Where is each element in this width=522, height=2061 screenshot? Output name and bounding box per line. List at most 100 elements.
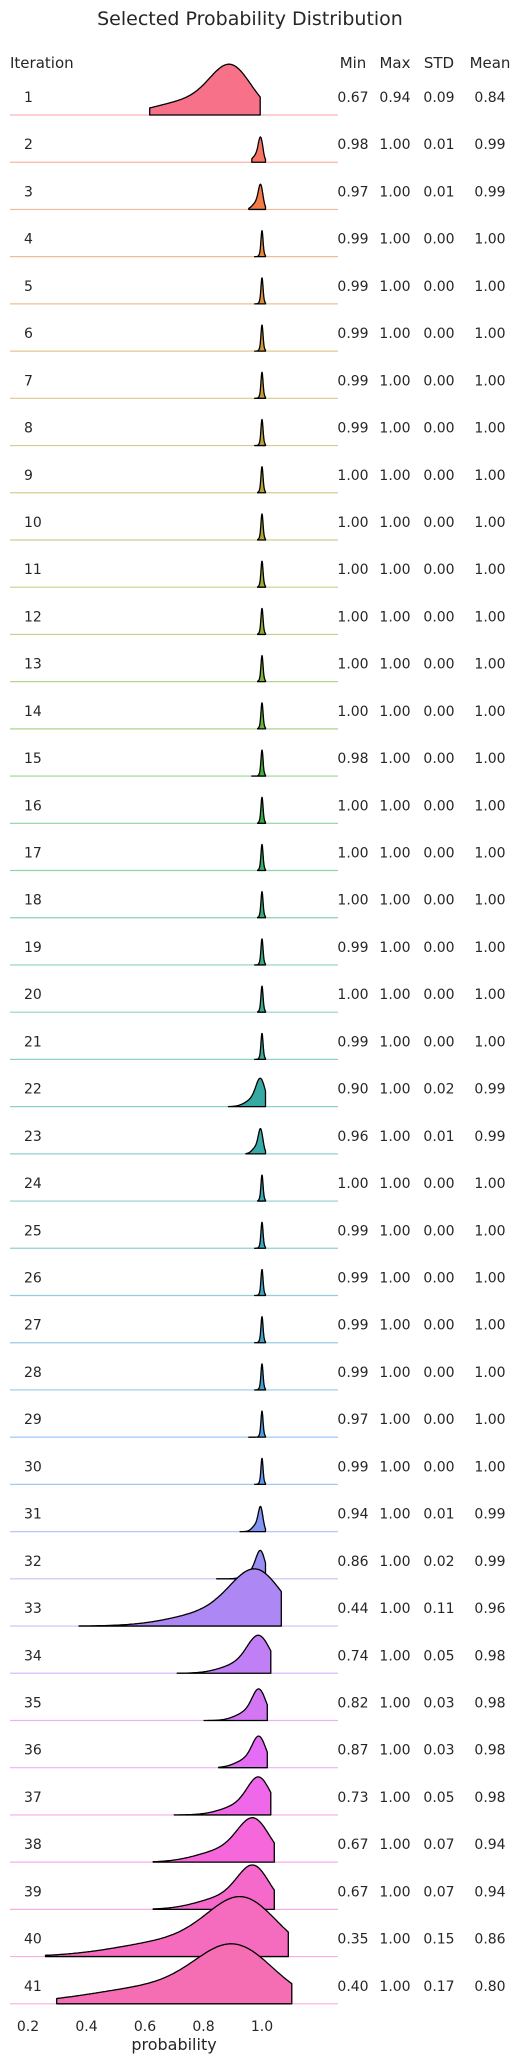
iteration-label: 4 xyxy=(24,232,33,248)
max-value: 1.00 xyxy=(379,562,410,578)
min-header: Min xyxy=(340,54,367,72)
density-curve xyxy=(56,1943,293,2005)
std-value: 0.07 xyxy=(423,1884,454,1900)
min-value: 0.35 xyxy=(337,1932,368,1948)
mean-value: 1.00 xyxy=(474,373,505,389)
mean-value: 1.00 xyxy=(474,893,505,909)
max-value: 1.00 xyxy=(379,1837,410,1853)
std-value: 0.15 xyxy=(423,1932,454,1948)
density-curve xyxy=(256,985,267,1013)
iteration-label: 29 xyxy=(24,1412,42,1428)
density-curve xyxy=(256,607,267,636)
density-curve xyxy=(44,1895,289,1958)
iteration-label: 20 xyxy=(24,987,42,1003)
mean-value: 1.00 xyxy=(474,940,505,956)
mean-value: 0.99 xyxy=(474,1554,505,1570)
min-value: 0.67 xyxy=(337,1837,368,1853)
ridge-row-9: 9 1.00 1.00 0.00 1.00 xyxy=(10,466,506,494)
iteration-label: 25 xyxy=(24,1223,42,1239)
iteration-label: 9 xyxy=(24,468,33,484)
std-value: 0.00 xyxy=(423,893,454,909)
min-value: 0.97 xyxy=(337,184,368,200)
max-value: 1.00 xyxy=(379,1601,410,1617)
ridge-row-33: 33 0.44 1.00 0.11 0.96 xyxy=(10,1568,506,1627)
mean-value: 0.80 xyxy=(474,1979,505,1995)
ridge-row-13: 13 1.00 1.00 0.00 1.00 xyxy=(10,654,506,683)
mean-value: 1.00 xyxy=(474,232,505,248)
x-tick-label: 0.4 xyxy=(75,2019,97,2035)
density-curve xyxy=(256,513,267,541)
max-value: 1.00 xyxy=(379,1648,410,1664)
min-value: 0.99 xyxy=(337,373,368,389)
std-value: 0.00 xyxy=(423,1365,454,1381)
ridge-row-25: 25 0.99 1.00 0.00 1.00 xyxy=(10,1221,506,1249)
min-value: 0.82 xyxy=(337,1695,368,1711)
max-value: 1.00 xyxy=(379,751,410,767)
iteration-label: 24 xyxy=(24,1176,42,1192)
min-value: 0.74 xyxy=(337,1648,368,1664)
ridge-row-40: 40 0.35 1.00 0.15 0.86 xyxy=(10,1895,506,1958)
std-value: 0.07 xyxy=(423,1837,454,1853)
mean-value: 1.00 xyxy=(474,279,505,295)
mean-value: 0.84 xyxy=(474,90,505,106)
std-value: 0.00 xyxy=(423,846,454,862)
min-value: 1.00 xyxy=(337,562,368,578)
max-value: 1.00 xyxy=(379,1932,410,1948)
min-value: 0.99 xyxy=(337,1318,368,1334)
mean-value: 1.00 xyxy=(474,1223,505,1239)
max-value: 1.00 xyxy=(379,609,410,625)
ridge-row-4: 4 0.99 1.00 0.00 1.00 xyxy=(10,230,506,258)
std-value: 0.00 xyxy=(423,515,454,531)
mean-value: 1.00 xyxy=(474,1271,505,1287)
ridge-row-24: 24 1.00 1.00 0.00 1.00 xyxy=(10,1174,506,1202)
max-value: 1.00 xyxy=(379,940,410,956)
mean-value: 1.00 xyxy=(474,1365,505,1381)
min-value: 1.00 xyxy=(337,657,368,673)
density-curve xyxy=(245,1127,267,1155)
ridge-row-11: 11 1.00 1.00 0.00 1.00 xyxy=(10,560,506,588)
ridge-row-36: 36 0.87 1.00 0.03 0.98 xyxy=(10,1735,506,1769)
mean-value: 1.00 xyxy=(474,1034,505,1050)
max-value: 1.00 xyxy=(379,1743,410,1759)
mean-value: 0.94 xyxy=(474,1884,505,1900)
max-value: 1.00 xyxy=(379,657,410,673)
density-curve xyxy=(256,843,267,872)
std-header: STD xyxy=(424,54,454,72)
iteration-label: 1 xyxy=(24,90,33,106)
x-tick-label: 1.0 xyxy=(251,2019,273,2035)
ridge-row-10: 10 1.00 1.00 0.00 1.00 xyxy=(10,513,506,541)
ridge-row-30: 30 0.99 1.00 0.00 1.00 xyxy=(10,1457,506,1486)
std-value: 0.00 xyxy=(423,940,454,956)
density-curve xyxy=(218,1735,268,1769)
std-value: 0.00 xyxy=(423,704,454,720)
min-value: 0.99 xyxy=(337,1271,368,1287)
max-value: 1.00 xyxy=(379,1507,410,1523)
density-curve xyxy=(176,1634,272,1674)
min-value: 0.98 xyxy=(337,751,368,767)
max-value: 1.00 xyxy=(379,421,410,437)
min-value: 0.90 xyxy=(337,1082,368,1098)
ridge-row-32: 32 0.86 1.00 0.02 0.99 xyxy=(10,1549,506,1580)
density-curve xyxy=(256,1174,267,1202)
max-value: 1.00 xyxy=(379,846,410,862)
ridge-row-19: 19 0.99 1.00 0.00 1.00 xyxy=(10,938,506,966)
iteration-label: 36 xyxy=(24,1743,42,1759)
max-value: 1.00 xyxy=(379,1979,410,1995)
max-header: Max xyxy=(379,54,410,72)
max-value: 1.00 xyxy=(379,515,410,531)
max-value: 1.00 xyxy=(379,373,410,389)
x-tick-label: 0.6 xyxy=(134,2019,156,2035)
iteration-label: 28 xyxy=(24,1365,42,1381)
density-curve xyxy=(78,1568,282,1627)
min-value: 0.98 xyxy=(337,137,368,153)
max-value: 1.00 xyxy=(379,1790,410,1806)
iteration-label: 31 xyxy=(24,1507,42,1523)
density-curve xyxy=(254,230,267,258)
ridge-row-16: 16 1.00 1.00 0.00 1.00 xyxy=(10,796,506,824)
std-value: 0.00 xyxy=(423,1271,454,1287)
mean-value: 1.00 xyxy=(474,515,505,531)
iteration-label: 41 xyxy=(24,1979,42,1995)
iteration-label: 37 xyxy=(24,1790,42,1806)
max-value: 1.00 xyxy=(379,1034,410,1050)
